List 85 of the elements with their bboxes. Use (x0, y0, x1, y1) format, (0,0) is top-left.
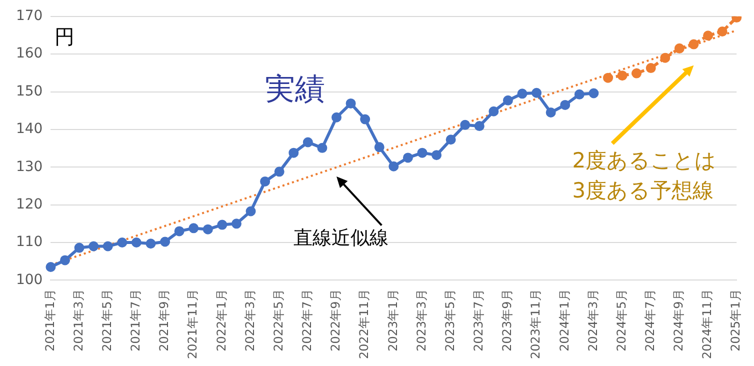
point (688, 39, 699, 50)
x-tick-label: 2024年9月 (672, 289, 686, 352)
point (546, 107, 556, 118)
point (332, 112, 342, 122)
point (88, 241, 99, 252)
point (46, 262, 56, 272)
point (188, 223, 199, 234)
x-tick-label: 2023年5月 (442, 289, 457, 352)
point (202, 224, 213, 234)
point (532, 88, 542, 98)
point (117, 238, 128, 248)
series-label: 実績 (265, 72, 326, 108)
point (488, 106, 499, 116)
point (703, 30, 714, 41)
x-tick-label: 2021年3月 (71, 289, 86, 352)
x-tick-label: 2023年1月 (386, 289, 400, 352)
text: 2度あることは3度ある予想線 (572, 148, 717, 202)
point (560, 100, 570, 110)
x-tick-label: 2021年11月 (186, 289, 200, 360)
x-tick-label: 2021年1月 (42, 289, 57, 352)
point (102, 241, 113, 252)
x-tick-label: 2024年3月 (586, 289, 600, 352)
text: 直線近似線 (294, 226, 389, 249)
point (146, 238, 156, 249)
x-tick-label: 2022年1月 (214, 289, 228, 352)
point (402, 152, 413, 163)
point (131, 238, 142, 248)
point (74, 242, 84, 253)
point (302, 137, 313, 148)
point (60, 255, 70, 266)
point (288, 148, 299, 158)
point (432, 150, 442, 160)
point (502, 95, 513, 106)
x-tick-label: 2022年5月 (271, 289, 286, 352)
point (360, 114, 370, 124)
x-tick-label: 2022年7月 (300, 289, 314, 352)
y-tick-label: 100 (16, 272, 43, 288)
y-tick-label: 150 (16, 83, 43, 100)
x-tick-label: 2023年9月 (500, 289, 514, 352)
x-tick-label: 2025年1月 (728, 289, 743, 352)
x-tick-label: 2021年9月 (157, 289, 172, 352)
x-tick-label: 2022年11月 (357, 289, 372, 360)
point (317, 142, 328, 153)
point (517, 88, 528, 99)
point (474, 121, 484, 132)
point (646, 63, 656, 74)
point (274, 166, 284, 177)
point (674, 43, 684, 54)
x-tick-label: 2023年3月 (414, 289, 428, 352)
point (260, 176, 270, 186)
y-tick-label: 120 (16, 196, 43, 212)
x-tick-label: 2021年7月 (128, 289, 143, 352)
point (231, 218, 242, 229)
x-tick-label: 2023年11月 (528, 289, 543, 360)
point (617, 70, 628, 81)
point (632, 68, 642, 78)
point (588, 88, 599, 98)
point (603, 72, 613, 83)
x-tick-label: 2022年3月 (242, 289, 257, 352)
y-tick-label: 170 (16, 8, 43, 24)
point (374, 142, 384, 152)
point (217, 220, 228, 230)
point (246, 206, 256, 216)
y-tick-label: 110 (16, 234, 43, 250)
point (460, 120, 470, 130)
point (174, 226, 184, 236)
y-tick-label: 130 (16, 158, 43, 175)
x-tick-label: 2024年7月 (642, 289, 657, 352)
x-tick-label: 2021年5月 (100, 289, 114, 352)
x-tick-label: 2023年7月 (472, 289, 486, 352)
point (446, 134, 456, 145)
point (417, 148, 428, 158)
point (574, 89, 584, 100)
point (346, 98, 356, 108)
point (660, 52, 670, 63)
y-tick-label: 160 (16, 46, 43, 62)
x-tick-label: 2024年1月 (557, 289, 572, 352)
x-tick-label: 2022年9月 (328, 289, 343, 352)
y-tick-label: 140 (16, 121, 43, 138)
x-tick-label: 2024年5月 (614, 289, 628, 352)
point (717, 26, 728, 36)
point (388, 161, 399, 172)
y-axis-title: 円 (54, 24, 75, 49)
x-tick-label: 2024年11月 (700, 289, 714, 360)
point (160, 236, 170, 247)
